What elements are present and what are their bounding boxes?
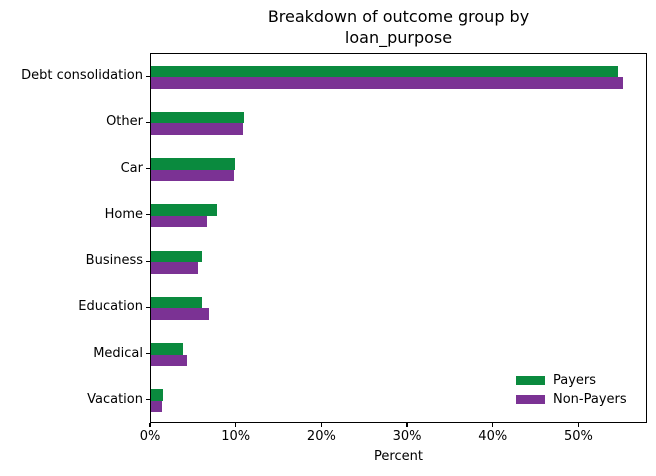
bar-non-payers-other bbox=[151, 123, 243, 135]
bar-payers-other bbox=[151, 111, 245, 124]
x-tick-mark bbox=[149, 423, 151, 427]
y-tick-mark bbox=[146, 399, 150, 401]
y-tick-label-vacation: Vacation bbox=[87, 391, 143, 407]
bar-payers-vacation bbox=[151, 389, 163, 401]
chart-title: Breakdown of outcome group by loan_purpo… bbox=[150, 6, 647, 48]
x-tick-mark bbox=[406, 423, 408, 427]
x-tick-mark bbox=[492, 423, 494, 427]
plot-area bbox=[150, 53, 647, 423]
y-tick-label-education: Education bbox=[78, 299, 143, 315]
payers-swatch-icon bbox=[516, 376, 545, 385]
x-tick-label-20pct: 20% bbox=[306, 429, 336, 444]
bar-non-payers-car bbox=[151, 169, 235, 182]
x-tick-label-30pct: 30% bbox=[392, 429, 422, 444]
bar-payers-home bbox=[151, 204, 217, 216]
bar-payers-business bbox=[151, 250, 203, 263]
legend-label-payers: Payers bbox=[553, 373, 597, 388]
y-tick-mark bbox=[146, 353, 150, 355]
y-tick-mark bbox=[146, 121, 150, 123]
bar-payers-education bbox=[151, 296, 203, 309]
y-tick-mark bbox=[146, 168, 150, 170]
bar-non-payers-home bbox=[151, 215, 207, 228]
bar-non-payers-vacation bbox=[151, 400, 163, 413]
bar-non-payers-education bbox=[151, 308, 210, 320]
x-tick-label-10pct: 10% bbox=[221, 429, 251, 444]
bar-non-payers-medical bbox=[151, 354, 187, 367]
x-tick-mark bbox=[577, 423, 580, 427]
chart-title-line-1: Breakdown of outcome group by bbox=[267, 7, 530, 26]
bar-payers-medical bbox=[151, 343, 183, 355]
y-tick-label-business: Business bbox=[85, 253, 143, 269]
y-tick-mark bbox=[146, 306, 150, 308]
y-tick-label-home: Home bbox=[104, 206, 143, 222]
bar-non-payers-business bbox=[151, 262, 199, 274]
y-tick-label-debt-consolidation: Debt consolidation bbox=[21, 68, 143, 84]
x-tick-mark bbox=[320, 423, 322, 427]
legend: Payers Non-Payers bbox=[516, 371, 627, 409]
bar-non-payers-debt-consolidation bbox=[151, 77, 624, 89]
non-payers-swatch-icon bbox=[516, 395, 545, 404]
bar-payers-debt-consolidation bbox=[151, 65, 618, 78]
x-tick-label-0pct: 0% bbox=[139, 429, 161, 444]
x-axis-label: Percent bbox=[374, 449, 423, 464]
x-tick-label-40pct: 40% bbox=[478, 429, 508, 444]
legend-item-payers: Payers bbox=[516, 371, 627, 390]
legend-item-non-payers: Non-Payers bbox=[516, 390, 627, 409]
y-tick-mark bbox=[146, 214, 150, 216]
bar-payers-car bbox=[151, 158, 235, 170]
y-tick-label-other: Other bbox=[106, 114, 143, 130]
x-tick-label-50pct: 50% bbox=[563, 429, 593, 444]
chart-title-line-2: loan_purpose bbox=[344, 28, 453, 47]
y-tick-label-medical: Medical bbox=[93, 345, 143, 361]
x-tick-mark bbox=[235, 423, 237, 427]
y-tick-mark bbox=[146, 260, 150, 262]
legend-label-non-payers: Non-Payers bbox=[553, 392, 627, 407]
y-tick-mark bbox=[146, 75, 150, 77]
y-tick-label-car: Car bbox=[120, 160, 143, 176]
